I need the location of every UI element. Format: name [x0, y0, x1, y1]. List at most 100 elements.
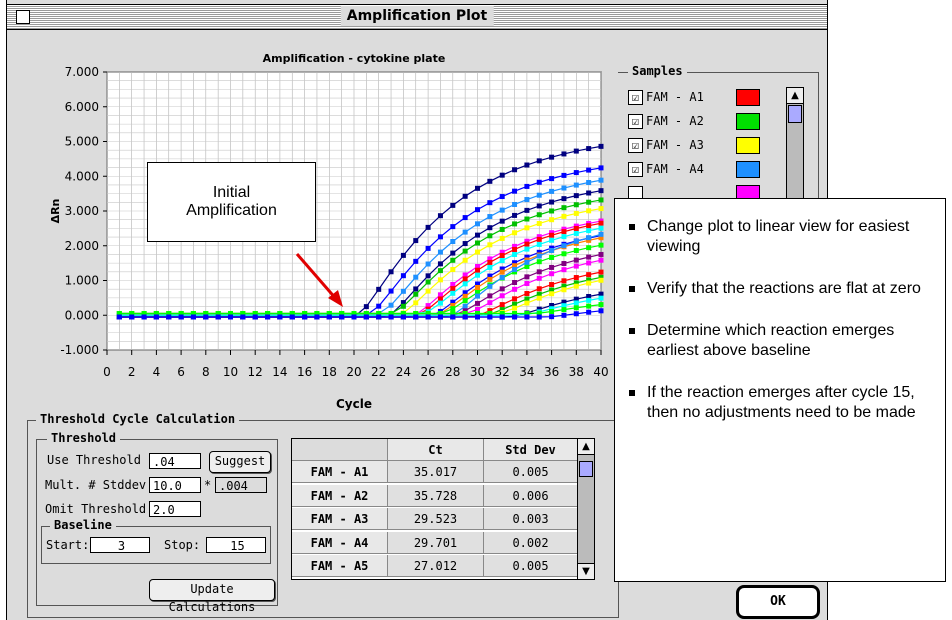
threshold-cycle-calculation-panel: Threshold Cycle Calculation Threshold Us… [27, 412, 619, 618]
series-point [450, 250, 456, 256]
series-point [524, 162, 530, 168]
checkbox[interactable]: ☑ [628, 162, 643, 177]
x-tick-label: 20 [346, 365, 361, 379]
update-calculations-button[interactable]: Update Calculations [149, 579, 275, 614]
series-point [462, 276, 468, 282]
series-point [277, 314, 283, 320]
series-point [586, 235, 592, 241]
series-point [598, 251, 604, 257]
x-tick-label: 16 [297, 365, 312, 379]
series-point [561, 287, 567, 293]
series-point [314, 314, 320, 320]
series-point [400, 300, 406, 306]
series-point [549, 291, 555, 297]
series-point [512, 201, 518, 207]
series-point [586, 254, 592, 260]
title-bar[interactable]: Amplification Plot [7, 4, 827, 30]
ct-value: 29.701 [388, 531, 484, 554]
series-point [462, 248, 468, 254]
series-point [351, 311, 357, 317]
y-tick-label: 4.000 [65, 169, 99, 183]
series-point [536, 310, 542, 316]
sample-color-swatch[interactable] [736, 137, 760, 154]
checkbox[interactable]: ☑ [628, 138, 643, 153]
series-point [450, 311, 456, 317]
series-point [598, 165, 604, 171]
omit-threshold-label: Omit Threshold : [45, 502, 161, 516]
series-point [549, 154, 555, 160]
scroll-thumb[interactable] [788, 105, 802, 123]
x-tick-label: 40 [593, 365, 608, 379]
series-point [499, 266, 505, 272]
series-point [141, 311, 147, 317]
sample-color-swatch[interactable] [736, 161, 760, 178]
series-point [536, 269, 542, 275]
sample-row[interactable]: ☑ FAM - A1 [628, 88, 798, 108]
series-point [512, 230, 518, 236]
series-point [499, 235, 505, 241]
x-tick-label: 36 [544, 365, 559, 379]
scroll-up-icon[interactable]: ▲ [787, 88, 803, 104]
series-point [363, 314, 369, 320]
well-label: FAM - A2 [292, 484, 388, 507]
sample-color-swatch[interactable] [736, 113, 760, 130]
series-point [425, 288, 431, 294]
scroll-thumb[interactable] [579, 461, 593, 477]
series-point [166, 311, 172, 317]
scroll-down-icon[interactable]: ▼ [578, 563, 594, 579]
baseline-stop-input[interactable]: 15 [206, 537, 266, 553]
series-point [462, 272, 468, 278]
y-tick-label: 0.000 [65, 308, 99, 322]
y-tick-label: 5.000 [65, 135, 99, 149]
series-point [462, 311, 468, 317]
series-point [228, 314, 233, 320]
series-point [598, 225, 604, 231]
omit-threshold-input[interactable]: 2.0 [149, 501, 201, 517]
close-box[interactable] [16, 10, 30, 24]
series-point [573, 170, 579, 176]
series-point [475, 284, 480, 290]
std-dev-value: 0.003 [484, 508, 578, 530]
series-point [487, 256, 493, 262]
y-axis-label: ΔRn [49, 199, 62, 224]
series-point [376, 303, 382, 309]
sample-row[interactable]: ☑ FAM - A3 [628, 136, 798, 156]
series-point [536, 249, 542, 255]
series-point [561, 267, 567, 273]
series-point [512, 212, 518, 218]
checkbox[interactable]: ☑ [628, 114, 643, 129]
x-tick-label: 30 [470, 365, 485, 379]
series-point [437, 296, 443, 302]
sample-row[interactable]: ☑ FAM - A2 [628, 112, 798, 132]
scroll-up-icon[interactable]: ▲ [578, 439, 594, 455]
sample-color-swatch[interactable] [736, 89, 760, 106]
series-point [376, 286, 382, 292]
series-point [487, 308, 493, 314]
mult-stddev-input[interactable]: 10.0 [149, 477, 201, 493]
baseline-start-input[interactable]: 3 [90, 537, 150, 553]
amplification-chart: Amplification - cytokine plate 7.000 6.000… [49, 52, 609, 411]
series-point [116, 314, 122, 320]
x-tick-label: 10 [223, 365, 238, 379]
series-point [549, 314, 555, 320]
series-point [512, 263, 518, 269]
series-point [475, 300, 480, 306]
series-point [561, 312, 567, 318]
checkbox[interactable]: ☑ [628, 90, 643, 105]
series-point [598, 269, 604, 275]
series-point [289, 311, 295, 317]
series-point [586, 208, 592, 214]
suggest-button[interactable]: Suggest [209, 451, 271, 473]
threshold-group: Threshold Use Threshold : .04 Suggest Mu… [36, 431, 278, 614]
series-point [598, 231, 604, 237]
ok-button[interactable]: OK [736, 585, 820, 619]
series-point [302, 314, 308, 320]
series-point [561, 283, 567, 289]
std-dev-value: 0.005 [484, 461, 578, 483]
sample-row[interactable] [628, 184, 798, 204]
ct-table: Ct Std Dev FAM - A1 35.017 0.005 FAM - A2 35… [291, 438, 579, 580]
ct-table-scrollbar[interactable]: ▲ ▼ [577, 438, 595, 580]
series-point [462, 257, 468, 263]
sample-row[interactable]: ☑ FAM - A4 [628, 160, 798, 180]
use-threshold-input[interactable]: .04 [149, 453, 201, 469]
